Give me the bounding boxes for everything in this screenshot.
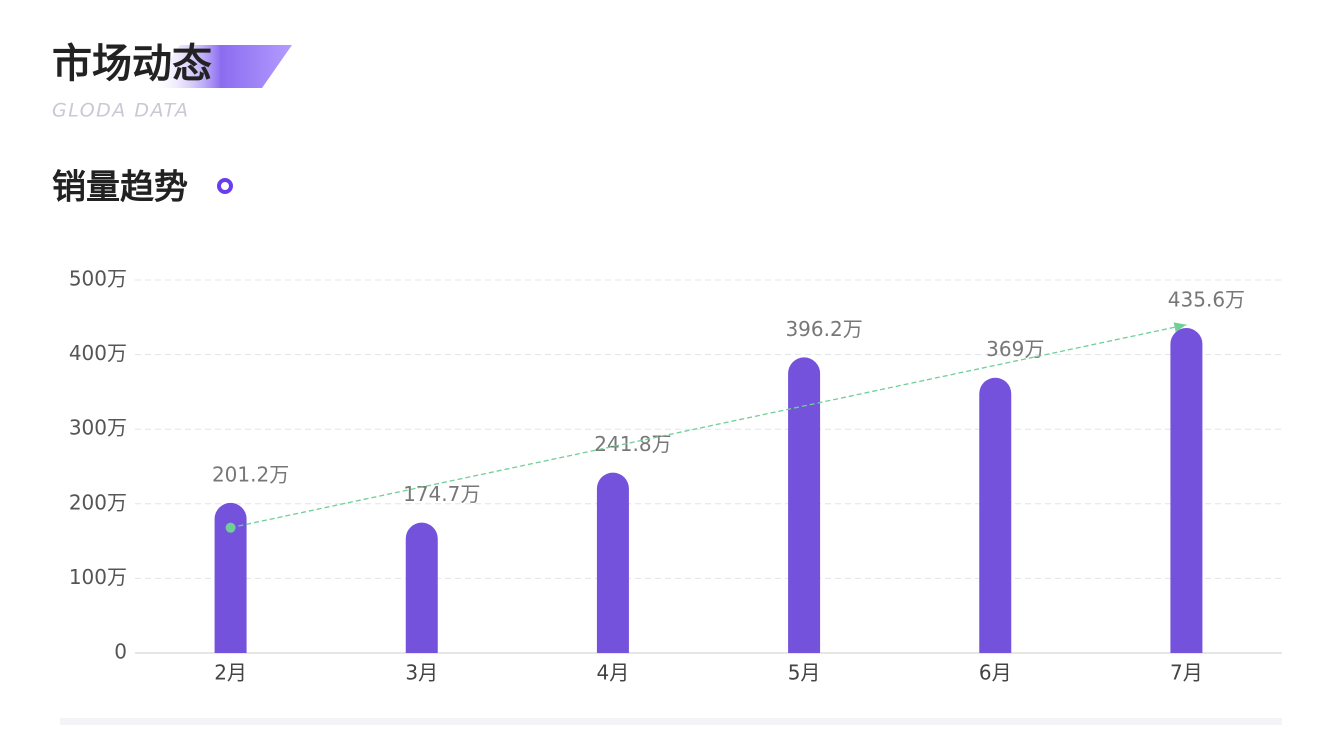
x-tick-label: 4月 — [597, 661, 630, 685]
bar — [214, 502, 247, 653]
chart-title: 销量趋势 — [52, 168, 188, 208]
bar — [979, 377, 1012, 653]
data-label: 241.8万 — [594, 432, 671, 456]
x-tick-label: 3月 — [405, 661, 438, 685]
y-tick-label: 200万 — [69, 490, 127, 514]
page-subtitle: GLODA DATA — [52, 100, 189, 122]
data-label: 201.2万 — [212, 462, 289, 486]
title-decoration — [150, 45, 292, 88]
data-label: 369万 — [986, 337, 1044, 361]
y-tick-label: 300万 — [69, 416, 127, 440]
y-tick-label: 100万 — [69, 565, 127, 589]
x-tick-label: 2月 — [214, 661, 247, 685]
bar — [788, 357, 821, 653]
data-label: 174.7万 — [403, 482, 480, 506]
bar — [1170, 328, 1203, 653]
y-tick-label: 0 — [114, 640, 127, 664]
trend-line — [230, 324, 1187, 529]
bar — [596, 472, 629, 653]
y-tick-label: 500万 — [69, 267, 127, 291]
trend-start — [225, 522, 236, 533]
x-tick-label: 7月 — [1170, 661, 1203, 685]
title-icon — [217, 178, 233, 194]
data-label: 435.6万 — [1168, 288, 1245, 312]
data-label: 396.2万 — [785, 317, 862, 341]
y-tick-label: 400万 — [69, 341, 127, 365]
page-title: 市场动态 — [52, 41, 212, 87]
x-tick-label: 6月 — [979, 661, 1012, 685]
trend-arrow — [1173, 322, 1187, 333]
x-tick-label: 5月 — [788, 661, 821, 685]
bottom-panel — [60, 718, 1282, 728]
bar — [405, 522, 438, 653]
